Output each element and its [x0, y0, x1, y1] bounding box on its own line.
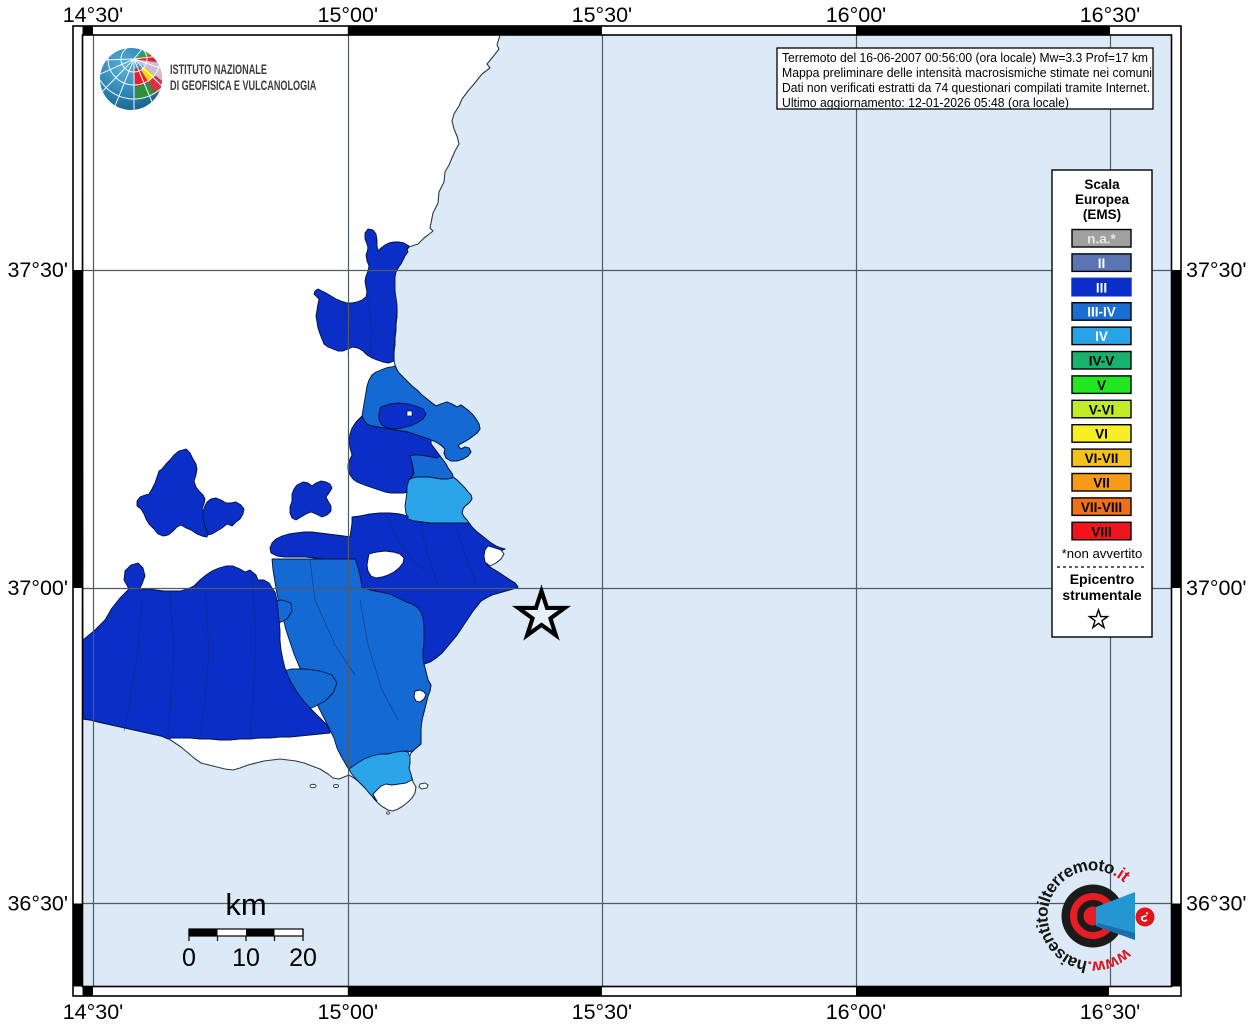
svg-text:i: i	[1033, 921, 1053, 929]
svg-text:km: km	[225, 887, 266, 922]
svg-text:16°00': 16°00'	[826, 1000, 887, 1024]
svg-text:16°30': 16°30'	[1080, 1000, 1141, 1024]
svg-text:IV: IV	[1095, 329, 1108, 344]
svg-text:36°30': 36°30'	[7, 892, 68, 916]
svg-text:Epicentro: Epicentro	[1070, 571, 1135, 587]
svg-text:Scala: Scala	[1084, 177, 1120, 192]
svg-text:37°30': 37°30'	[1186, 258, 1247, 282]
svg-text:III: III	[1096, 280, 1107, 295]
svg-text:37°30': 37°30'	[7, 258, 68, 282]
svg-text:VI: VI	[1095, 427, 1108, 442]
svg-text:t: t	[1032, 916, 1051, 923]
svg-text:V-VI: V-VI	[1089, 402, 1115, 417]
svg-text:VII-VIII: VII-VIII	[1081, 500, 1122, 515]
svg-text:15°30': 15°30'	[572, 3, 633, 27]
svg-text:i: i	[1034, 899, 1054, 908]
svg-text:*non avvertito: *non avvertito	[1062, 546, 1143, 561]
svg-text:II: II	[1098, 256, 1106, 271]
svg-text:o: o	[1032, 906, 1052, 918]
svg-text:Terremoto del 16-06-2007 00:56: Terremoto del 16-06-2007 00:56:00 (ora l…	[782, 50, 1148, 65]
svg-text:16°30': 16°30'	[1080, 3, 1141, 27]
svg-text:w: w	[1090, 956, 1107, 977]
svg-text:Dati non verificati estratti d: Dati non verificati estratti da 74 quest…	[782, 80, 1150, 95]
svg-text:37°00': 37°00'	[1186, 576, 1247, 600]
svg-text:Ultimo aggiornamento: 12-01-20: Ultimo aggiornamento: 12-01-2026 05:48 (…	[782, 95, 1069, 110]
svg-text:.: .	[1086, 957, 1092, 976]
svg-text:36°30': 36°30'	[1186, 892, 1247, 916]
svg-text:10: 10	[232, 944, 260, 972]
svg-text:14°30': 14°30'	[63, 1000, 124, 1024]
svg-text:strumentale: strumentale	[1062, 587, 1142, 603]
svg-text:15°00': 15°00'	[318, 1000, 379, 1024]
svg-text:n.a.*: n.a.*	[1087, 232, 1116, 247]
svg-text:20: 20	[289, 944, 317, 972]
svg-text:DI GEOFISICA E VULCANOLOGIA: DI GEOFISICA E VULCANOLOGIA	[170, 79, 317, 93]
svg-text:VIII: VIII	[1091, 524, 1111, 539]
svg-text:ISTITUTO NAZIONALE: ISTITUTO NAZIONALE	[170, 63, 267, 77]
svg-text:Europea: Europea	[1075, 192, 1130, 207]
svg-text:III-IV: III-IV	[1087, 305, 1116, 320]
svg-text:Mappa preliminare delle intens: Mappa preliminare delle intensità macros…	[782, 65, 1152, 80]
svg-text:16°00': 16°00'	[826, 3, 887, 27]
svg-text:14°30': 14°30'	[63, 3, 124, 27]
svg-text:h: h	[1074, 955, 1088, 976]
svg-text:o: o	[1088, 855, 1098, 874]
svg-text:VI-VII: VI-VII	[1085, 451, 1119, 466]
svg-text:t: t	[1034, 925, 1054, 936]
svg-text:15°00': 15°00'	[318, 3, 379, 27]
svg-text:37°00': 37°00'	[7, 576, 68, 600]
svg-text:l: l	[1035, 894, 1054, 905]
svg-text:IV-V: IV-V	[1089, 354, 1115, 369]
svg-text:0: 0	[182, 944, 196, 972]
svg-text:V: V	[1097, 378, 1106, 393]
svg-text:t: t	[1097, 856, 1106, 876]
svg-text:VII: VII	[1093, 476, 1110, 491]
svg-text:(EMS): (EMS)	[1083, 207, 1121, 222]
svg-text:15°30': 15°30'	[572, 1000, 633, 1024]
svg-text:m: m	[1070, 856, 1089, 878]
